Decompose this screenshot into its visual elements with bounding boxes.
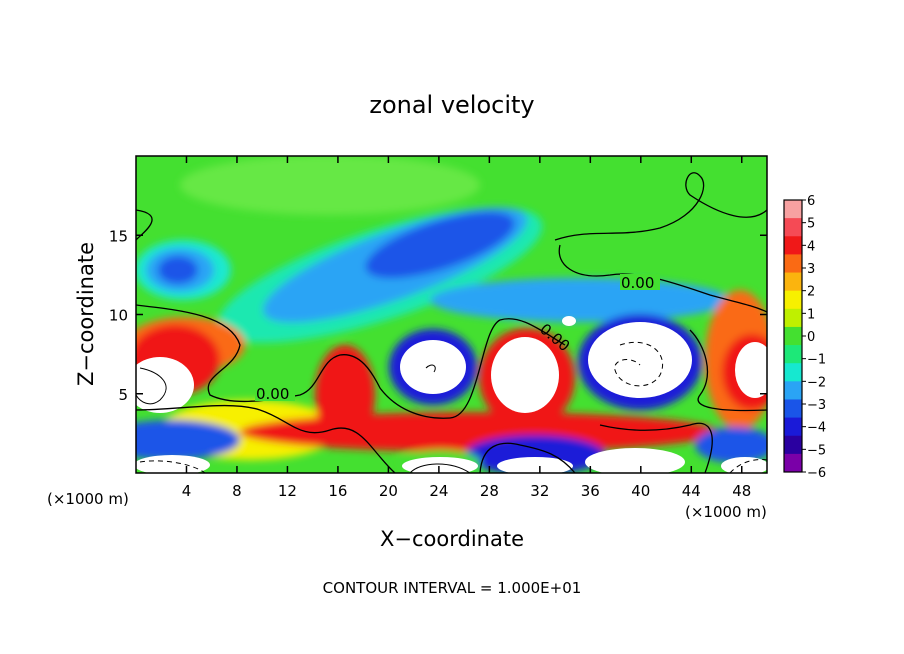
- bottom-right-core: [585, 448, 685, 473]
- x-tick-label: 40: [631, 482, 650, 500]
- colorbar-swatch: [784, 381, 802, 400]
- x-unit-right: (×1000 m): [685, 503, 767, 521]
- bottom-mid-core: [497, 457, 573, 473]
- colorbar-tick-label: −4: [807, 421, 826, 436]
- contour-label: 0.00: [621, 274, 654, 292]
- y-tick-label: 5: [118, 386, 128, 404]
- colorbar-swatch: [784, 345, 802, 364]
- small-blob: [562, 316, 576, 326]
- small-contour: [425, 364, 436, 373]
- vortex-pos2-core: [735, 342, 767, 398]
- neg-contour-bottom-right: [729, 459, 767, 473]
- vortex-neg1-core: [400, 340, 466, 394]
- x-tick-label: 16: [328, 482, 347, 500]
- colorbar-tick-label: 0: [807, 330, 815, 345]
- chart-title: zonal velocity: [369, 91, 534, 119]
- x-tick-label: 24: [429, 482, 448, 500]
- colorbar-swatch: [784, 272, 802, 292]
- colorbar-swatch: [784, 399, 802, 419]
- colorbar-swatch: [784, 453, 802, 473]
- y-tick-label: 15: [109, 227, 128, 245]
- x-tick-label: 8: [232, 482, 242, 500]
- y-axis-title: Z−coordinate: [74, 242, 98, 386]
- x-unit-left: (×1000 m): [47, 490, 129, 508]
- colorbar-swatch: [784, 326, 802, 346]
- bottom-left-core: [136, 455, 210, 473]
- colorbar-swatch: [784, 290, 802, 310]
- x-tick-label: 36: [581, 482, 600, 500]
- zero-contour-right-low: [599, 422, 713, 473]
- x-tick-label: 20: [379, 482, 398, 500]
- neg-contour-inner-left: [136, 367, 167, 405]
- pos-contour-bottom: [409, 463, 471, 473]
- colorbar-tick-label: −2: [807, 375, 826, 390]
- bottom-red-core: [402, 457, 478, 473]
- colorbar-tick-label: −5: [807, 443, 826, 458]
- contour-labels: 0.00 0.00 0.00: [255, 274, 660, 403]
- colorbar-swatch: [784, 435, 802, 455]
- colorbar-tick-label: 4: [807, 239, 815, 254]
- colorbar-tick-label: 6: [807, 194, 815, 209]
- colorbar-swatch: [784, 200, 802, 219]
- vortex-neg2-core: [588, 322, 692, 398]
- bottom-left-blue: [136, 420, 240, 460]
- colorbar-swatch: [784, 417, 802, 437]
- colorbar-tick-label: −1: [807, 353, 826, 368]
- x-axis-title: X−coordinate: [380, 527, 524, 551]
- colorbar-tick-label: 1: [807, 307, 815, 322]
- mid-red: [315, 345, 375, 445]
- colorbar-tick-label: −3: [807, 398, 826, 413]
- colorbar: 6 5 4 3 2 1 0 −1 −2 −3 −4 −5 −6: [783, 194, 826, 481]
- contour-interval-footer: CONTOUR INTERVAL = 1.000E+01: [323, 579, 582, 597]
- plot-area: 0.00 0.00 0.00: [136, 156, 767, 473]
- x-tick-label: 12: [278, 482, 297, 500]
- zero-contour-mid: [136, 304, 566, 419]
- contour-label: 0.00: [256, 385, 289, 403]
- zero-contour-lower2: [479, 442, 576, 473]
- x-tick-label: 4: [182, 482, 192, 500]
- colorbar-tick-label: 2: [807, 285, 815, 300]
- bottom-right-blue: [695, 427, 767, 463]
- jet-core: [365, 211, 515, 279]
- zero-contour-upper-right: [554, 172, 767, 241]
- colorbar-swatch: [784, 254, 802, 274]
- upper-band: [430, 278, 730, 322]
- colorbar-swatch: [784, 218, 802, 237]
- bottom-far-right-core: [721, 457, 767, 473]
- neg-contour-bottom: [139, 460, 206, 473]
- upper-light-green: [180, 156, 480, 215]
- colorbar-tick-label: −6: [807, 466, 826, 481]
- zero-contour-top: [136, 209, 153, 241]
- x-tick-label: 48: [732, 482, 751, 500]
- y-tick-label: 10: [109, 307, 128, 325]
- vortex-pos1-core: [491, 337, 559, 413]
- colorbar-swatch: [784, 236, 802, 255]
- colorbar-swatch: [784, 308, 802, 328]
- eddy-core: [158, 256, 198, 284]
- zero-contour-lower: [136, 404, 396, 473]
- colorbar-tick-label: 5: [807, 217, 815, 232]
- zero-contour-right-edge: [689, 329, 767, 412]
- colorbar-tick-label: 3: [807, 262, 815, 277]
- x-tick-label: 44: [682, 482, 701, 500]
- contour-lines: [136, 172, 767, 473]
- x-tick-label: 32: [530, 482, 549, 500]
- colorbar-swatch: [784, 363, 802, 382]
- x-tick-label: 28: [480, 482, 499, 500]
